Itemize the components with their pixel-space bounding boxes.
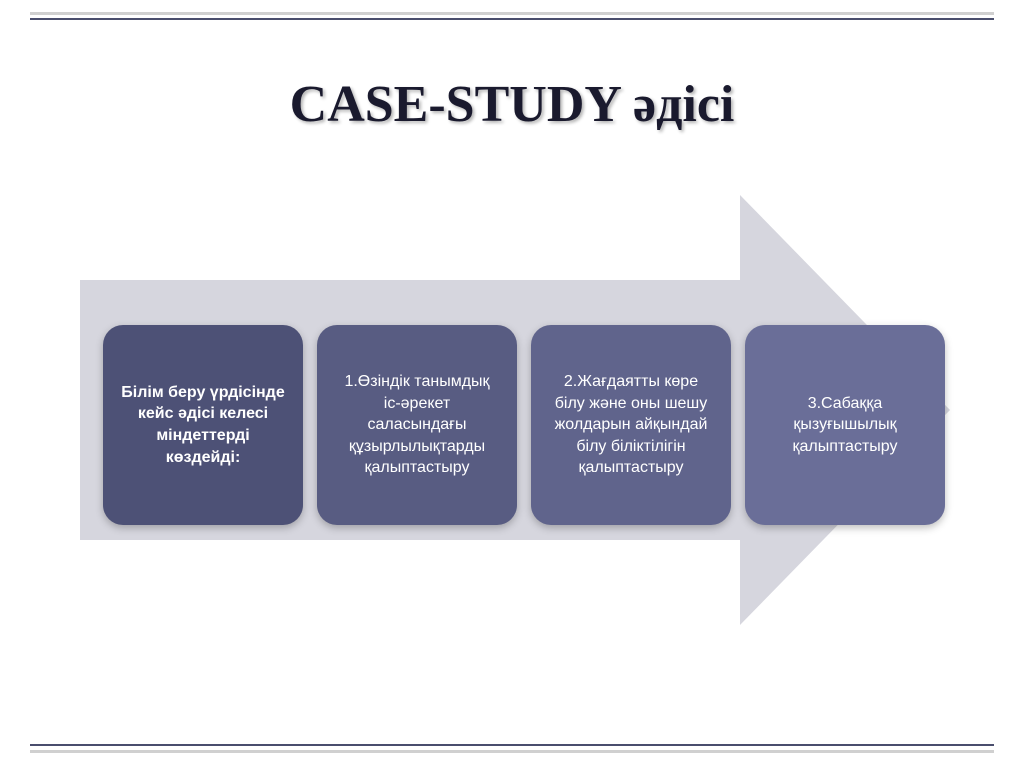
top-border-decoration <box>30 12 994 15</box>
process-box-text: 1.Өзіндік танымдық іс-әрекет саласындағы… <box>335 371 499 479</box>
process-box-text: Білім беру үрдісінде кейс әдісі келесі м… <box>121 382 285 468</box>
process-box-intro: Білім беру үрдісінде кейс әдісі келесі м… <box>103 325 303 525</box>
bottom-border-decoration <box>30 750 994 753</box>
process-box-1: 1.Өзіндік танымдық іс-әрекет саласындағы… <box>317 325 517 525</box>
slide-title: CASE-STUDY әдісі <box>0 75 1024 134</box>
process-boxes-container: Білім беру үрдісінде кейс әдісі келесі м… <box>103 325 945 525</box>
process-box-text: 3.Сабаққа қызуғышылық қалыптастыру <box>763 393 927 458</box>
process-box-2: 2.Жағдаятты көре білу және оны шешу жолд… <box>531 325 731 525</box>
process-box-3: 3.Сабаққа қызуғышылық қалыптастыру <box>745 325 945 525</box>
process-box-text: 2.Жағдаятты көре білу және оны шешу жолд… <box>549 371 713 479</box>
